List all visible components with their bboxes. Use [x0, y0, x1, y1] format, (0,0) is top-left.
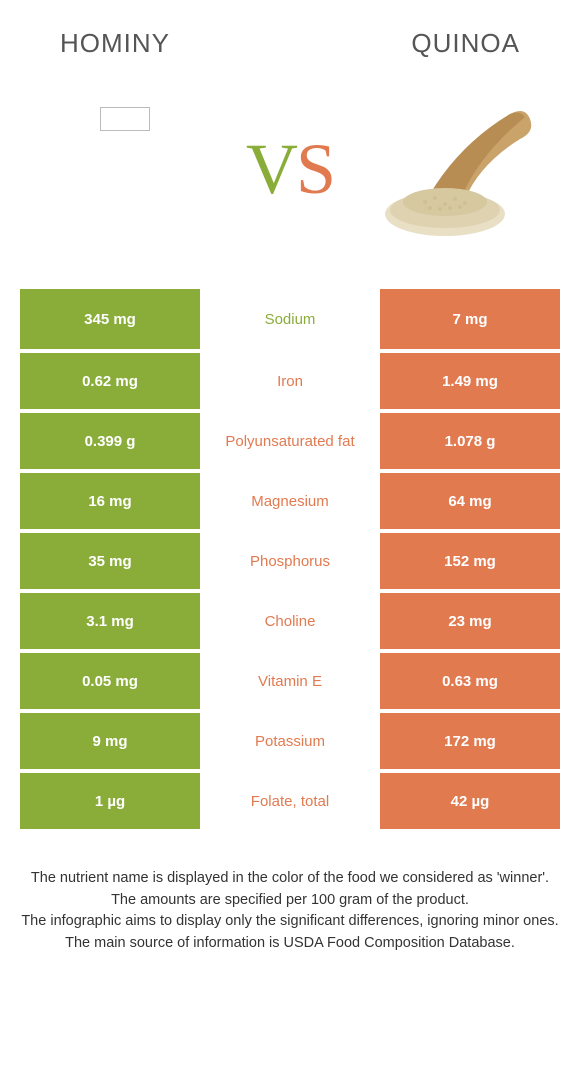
left-value: 0.62 mg — [20, 353, 200, 409]
vs-label: VS — [246, 128, 334, 211]
right-value: 0.63 mg — [380, 653, 560, 709]
right-value: 1.078 g — [380, 413, 560, 469]
right-value: 1.49 mg — [380, 353, 560, 409]
table-row: 1 µg Folate, total 42 µg — [20, 769, 560, 829]
left-value: 0.05 mg — [20, 653, 200, 709]
table-row: 0.05 mg Vitamin E 0.63 mg — [20, 649, 560, 709]
nutrient-label: Vitamin E — [200, 653, 380, 709]
right-value: 172 mg — [380, 713, 560, 769]
left-value: 35 mg — [20, 533, 200, 589]
right-value: 42 µg — [380, 773, 560, 829]
food-title-left: Hominy — [60, 28, 170, 59]
right-value: 23 mg — [380, 593, 560, 649]
footer-notes: The nutrient name is displayed in the co… — [0, 829, 580, 953]
right-value: 152 mg — [380, 533, 560, 589]
table-row: 0.62 mg Iron 1.49 mg — [20, 349, 560, 409]
left-value: 3.1 mg — [20, 593, 200, 649]
footer-line: The amounts are specified per 100 gram o… — [20, 891, 560, 911]
table-row: 0.399 g Polyunsaturated fat 1.078 g — [20, 409, 560, 469]
header-row: Hominy Quinoa — [0, 0, 580, 59]
left-value: 1 µg — [20, 773, 200, 829]
left-value: 9 mg — [20, 713, 200, 769]
left-value: 16 mg — [20, 473, 200, 529]
left-value: 0.399 g — [20, 413, 200, 469]
hominy-image — [40, 84, 210, 254]
nutrient-label: Choline — [200, 593, 380, 649]
image-placeholder-icon — [100, 107, 150, 131]
quinoa-image — [370, 84, 540, 254]
vs-v: V — [246, 129, 296, 209]
table-row: 9 mg Potassium 172 mg — [20, 709, 560, 769]
vs-s: S — [296, 129, 334, 209]
footer-line: The infographic aims to display only the… — [20, 912, 560, 932]
hero-section: VS — [0, 59, 580, 289]
right-value: 64 mg — [380, 473, 560, 529]
nutrient-label: Polyunsaturated fat — [200, 413, 380, 469]
nutrient-label: Phosphorus — [200, 533, 380, 589]
footer-line: The nutrient name is displayed in the co… — [20, 869, 560, 889]
table-row: 16 mg Magnesium 64 mg — [20, 469, 560, 529]
right-value: 7 mg — [380, 289, 560, 349]
table-row: 345 mg Sodium 7 mg — [20, 289, 560, 349]
table-row: 3.1 mg Choline 23 mg — [20, 589, 560, 649]
food-title-right: Quinoa — [411, 28, 520, 59]
nutrient-label: Folate, total — [200, 773, 380, 829]
left-value: 345 mg — [20, 289, 200, 349]
nutrient-label: Potassium — [200, 713, 380, 769]
table-row: 35 mg Phosphorus 152 mg — [20, 529, 560, 589]
quinoa-scoop-icon — [370, 84, 540, 254]
nutrient-label: Sodium — [200, 289, 380, 349]
nutrient-table: 345 mg Sodium 7 mg 0.62 mg Iron 1.49 mg … — [20, 289, 560, 829]
nutrient-label: Iron — [200, 353, 380, 409]
nutrient-label: Magnesium — [200, 473, 380, 529]
footer-line: The main source of information is USDA F… — [20, 934, 560, 954]
